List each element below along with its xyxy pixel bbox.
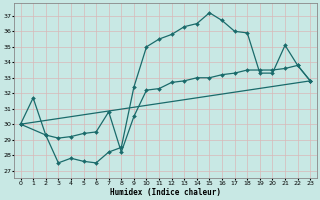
X-axis label: Humidex (Indice chaleur): Humidex (Indice chaleur) — [110, 188, 221, 197]
